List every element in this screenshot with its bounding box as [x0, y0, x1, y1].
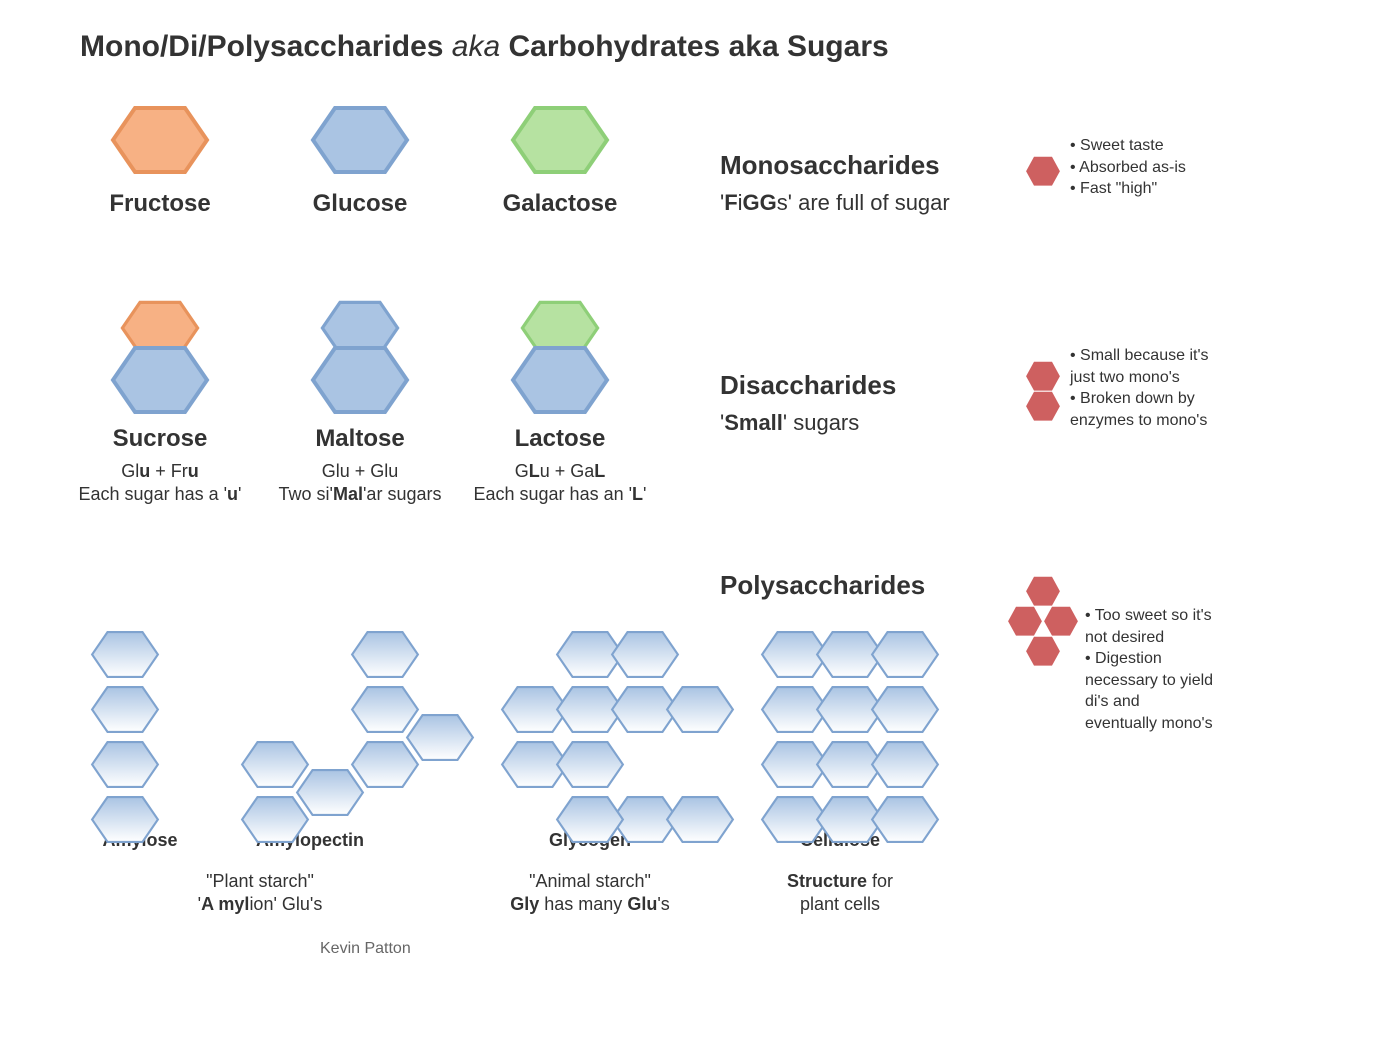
fructose-label: Fructose: [100, 190, 220, 218]
maltose-label: Maltose: [300, 425, 420, 453]
glucose-hex: [310, 105, 410, 175]
sucrose-bottom: [110, 345, 210, 415]
mono-category: Monosaccharides: [720, 150, 940, 181]
glucose-label: Glucose: [300, 190, 420, 218]
title-sub: Carbohydrates aka Sugars: [509, 30, 889, 63]
poly-hex: [350, 630, 420, 679]
sucrose-comp: Glu + FruEach sugar has a 'u': [60, 460, 260, 507]
poly-hex: [90, 795, 160, 844]
galactose-hex: [510, 105, 610, 175]
title-main: Mono/Di/Polysaccharides: [80, 30, 443, 63]
lactose-label: Lactose: [500, 425, 620, 453]
poly-hex: [665, 685, 735, 734]
di-notes: • Small because it's just two mono's• Br…: [1070, 345, 1209, 431]
poly-hex: [555, 795, 625, 844]
maltose-bottom: [310, 345, 410, 415]
poly-hex: [90, 685, 160, 734]
sucrose-label: Sucrose: [100, 425, 220, 453]
galactose-label: Galactose: [500, 190, 620, 218]
poly-hex: [870, 630, 940, 679]
poly-hex: [870, 685, 940, 734]
poly-hex: [555, 740, 625, 789]
poly-notes: • Too sweet so it's not desired• Digesti…: [1085, 605, 1213, 735]
red-hex-poly-2: [1043, 605, 1079, 637]
red-hex-di-2: [1025, 390, 1061, 422]
glycogen-desc: "Animal starch"Gly has many Glu's: [480, 870, 700, 917]
poly-hex: [90, 740, 160, 789]
title-aka: aka: [452, 30, 500, 63]
cellulose-desc: Structure forplant cells: [730, 870, 950, 917]
red-hex-di-1: [1025, 360, 1061, 392]
di-sub: 'Small' sugars: [720, 410, 859, 436]
poly-hex: [870, 795, 940, 844]
lactose-comp: GLu + GaLEach sugar has an 'L': [460, 460, 660, 507]
page-title: Mono/Di/Polysaccharides aka Carbohydrate…: [80, 30, 889, 64]
poly-hex: [870, 740, 940, 789]
red-hex-poly-1: [1025, 575, 1061, 607]
red-hex-poly-3: [1007, 605, 1043, 637]
mono-sub: 'FiGGs' are full of sugar: [720, 190, 950, 216]
author-credit: Kevin Patton: [320, 940, 411, 958]
red-hex-mono: [1025, 155, 1061, 187]
maltose-comp: Glu + GluTwo si'Mal'ar sugars: [260, 460, 460, 507]
red-hex-poly-4: [1025, 635, 1061, 667]
poly-hex: [610, 630, 680, 679]
amyl-desc: "Plant starch"'A mylion' Glu's: [150, 870, 370, 917]
di-category: Disaccharides: [720, 370, 896, 401]
poly-hex: [90, 630, 160, 679]
poly-hex: [665, 795, 735, 844]
poly-category: Polysaccharides: [720, 570, 925, 601]
fructose-hex: [110, 105, 210, 175]
mono-notes: • Sweet taste• Absorbed as-is• Fast "hig…: [1070, 135, 1186, 200]
poly-hex: [405, 713, 475, 762]
lactose-bottom: [510, 345, 610, 415]
